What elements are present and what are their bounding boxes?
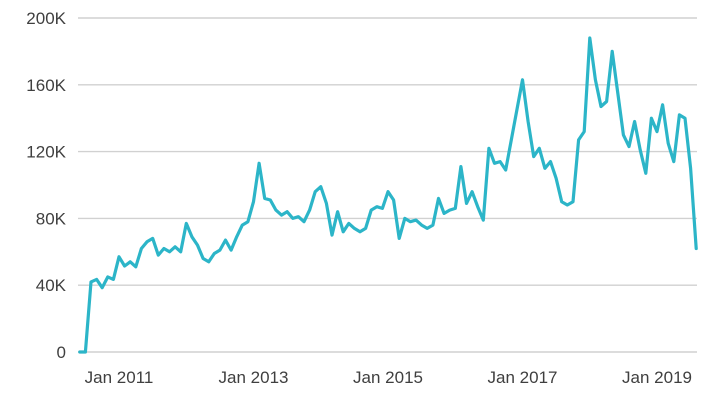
x-tick-label: Jan 2019 [622, 368, 692, 387]
x-tick-label: Jan 2017 [488, 368, 558, 387]
x-tick-label: Jan 2013 [219, 368, 289, 387]
y-tick-label: 160K [26, 76, 66, 95]
y-tick-label: 80K [36, 209, 67, 228]
x-tick-label: Jan 2015 [353, 368, 423, 387]
data-series-line [78, 36, 698, 354]
y-tick-label: 120K [26, 143, 66, 162]
y-tick-label: 0 [57, 343, 66, 362]
x-tick-label: Jan 2011 [85, 368, 154, 387]
y-tick-label: 40K [36, 276, 67, 295]
y-tick-label: 200K [26, 9, 66, 28]
